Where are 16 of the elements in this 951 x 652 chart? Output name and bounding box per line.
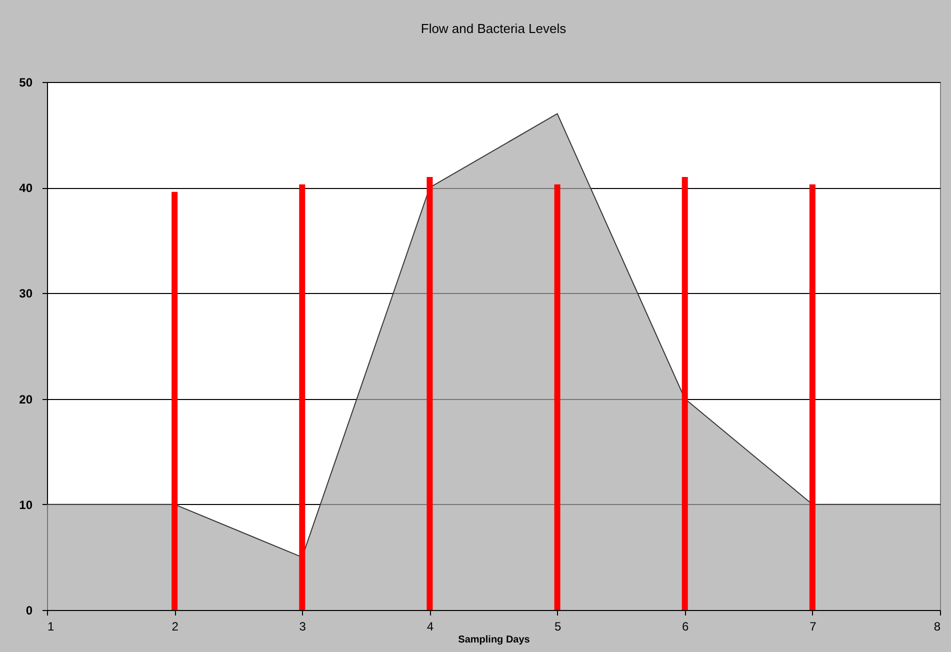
y-tick-label: 40 (19, 181, 33, 196)
chart-title: Flow and Bacteria Levels (420, 21, 567, 36)
x-tick-label: 4 (426, 620, 434, 634)
x-tick-label: 7 (810, 620, 817, 634)
x-tick-label: 2 (172, 620, 179, 634)
x-tick-label: 3 (299, 620, 306, 634)
y-tick-label: 30 (19, 286, 33, 301)
y-tick-label: 50 (19, 76, 33, 90)
y-tick-label: 20 (19, 392, 33, 406)
x-tick-label: 5 (554, 620, 562, 634)
x-tick-label: 1 (48, 620, 54, 634)
y-tick-label: 10 (19, 498, 33, 512)
y-tick-label: 0 (26, 604, 33, 618)
x-tick-label: 6 (682, 620, 690, 634)
x-axis-title: Sampling Days (458, 634, 530, 646)
x-tick-label: 8 (934, 620, 941, 634)
